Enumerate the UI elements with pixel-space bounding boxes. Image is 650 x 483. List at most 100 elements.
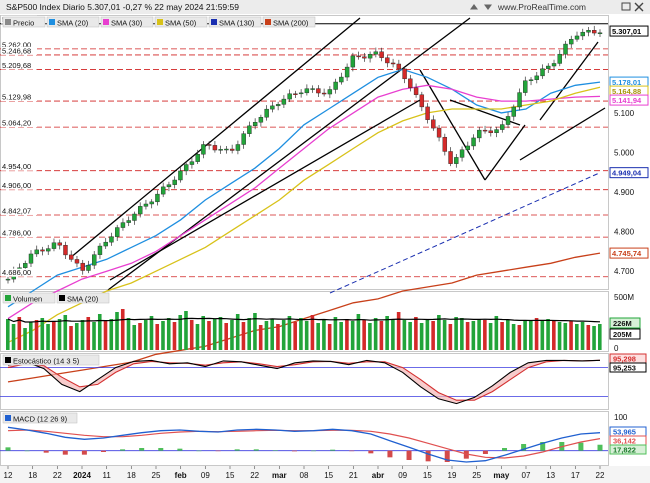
candle-body xyxy=(166,184,172,188)
volume-bar xyxy=(431,321,435,350)
volume-bar xyxy=(230,320,234,350)
candle-body xyxy=(442,136,448,152)
candle-body xyxy=(413,87,419,95)
volume-bar xyxy=(149,316,154,350)
candle xyxy=(166,181,172,192)
legend-label: Precio xyxy=(13,19,34,28)
moving-averages xyxy=(7,68,601,383)
volume-bar xyxy=(155,324,160,350)
candle-body xyxy=(34,249,39,255)
volume-bar xyxy=(534,318,539,350)
candle xyxy=(160,182,166,198)
volume-bar xyxy=(552,320,556,350)
candle xyxy=(34,245,39,257)
time-tick-label: 15 xyxy=(324,471,333,480)
time-tick-label: 25 xyxy=(152,471,161,480)
candle xyxy=(229,144,235,154)
volume-bar xyxy=(258,325,263,350)
candle-body xyxy=(477,129,482,139)
candle-body xyxy=(281,98,287,105)
volume-bar xyxy=(437,315,441,350)
candle-body xyxy=(408,78,413,88)
candle xyxy=(546,63,551,73)
candle xyxy=(5,276,11,284)
candle-body xyxy=(189,161,195,165)
candle-body xyxy=(356,55,361,58)
candle-body xyxy=(350,55,356,68)
candle xyxy=(183,161,189,176)
candle-body xyxy=(63,245,68,256)
volume-bar xyxy=(483,320,487,350)
candle-body xyxy=(517,92,522,108)
candle-body xyxy=(339,76,344,83)
price-tick-label: 4.800 xyxy=(614,228,635,237)
candle xyxy=(275,101,281,111)
trendline xyxy=(519,107,606,161)
candle xyxy=(339,72,344,85)
candle-body xyxy=(247,125,252,134)
macd-line xyxy=(7,426,601,463)
close-icon[interactable] xyxy=(634,2,644,12)
candle xyxy=(592,25,597,36)
candle xyxy=(298,89,304,98)
volume-bar xyxy=(207,321,211,350)
candle xyxy=(86,260,91,274)
candle xyxy=(465,141,471,153)
volume-bars: 500M 0 226M 205M Volumen SMA (20) xyxy=(2,292,641,353)
candle-body xyxy=(471,137,476,147)
candle xyxy=(258,114,264,127)
candle-body xyxy=(362,56,367,59)
candle-body xyxy=(321,92,327,95)
candle xyxy=(224,146,229,154)
candle xyxy=(459,146,465,162)
time-tick-label: 09 xyxy=(201,471,210,480)
candle xyxy=(270,101,275,113)
volume-bar xyxy=(419,323,424,350)
macd-hist-bar xyxy=(24,450,30,452)
brand-label[interactable]: www.ProRealTime.com xyxy=(497,2,586,12)
time-tick-label: 09 xyxy=(398,471,407,480)
time-tick-label: 22 xyxy=(250,471,259,480)
candle xyxy=(379,47,384,62)
volume-bar xyxy=(598,324,602,350)
value-tag xyxy=(609,247,649,259)
candle xyxy=(408,74,413,92)
candle-body xyxy=(528,79,534,81)
arrow-down-icon[interactable] xyxy=(484,4,492,11)
time-tick-label: 17 xyxy=(571,471,580,480)
level-label-bg xyxy=(1,93,37,102)
candle xyxy=(563,40,568,59)
candle-body xyxy=(494,129,499,134)
candle-body xyxy=(597,32,603,35)
legend-swatch xyxy=(157,19,163,25)
candle xyxy=(51,238,57,252)
legend-item xyxy=(56,292,110,304)
legend-label: SMA (30) xyxy=(111,19,143,28)
maximize-icon[interactable] xyxy=(621,2,631,11)
candle-body xyxy=(546,65,551,69)
legend-swatch xyxy=(265,19,271,25)
legend-item xyxy=(46,16,100,28)
candle-body xyxy=(425,106,430,120)
candle xyxy=(310,85,315,93)
volume-bar xyxy=(569,321,573,350)
volume-bar xyxy=(425,319,430,350)
arrow-up-icon[interactable] xyxy=(470,4,478,10)
macd-hist-bar xyxy=(482,450,488,454)
volume-bar xyxy=(287,316,292,350)
volume-bar xyxy=(540,321,545,350)
candle xyxy=(356,51,361,60)
value-tag-label: 5.141,94 xyxy=(612,96,642,105)
volume-bar xyxy=(414,317,418,350)
volume-bar xyxy=(235,314,240,350)
volume-bar xyxy=(92,322,96,350)
candle xyxy=(477,127,482,143)
volume-bar xyxy=(276,324,280,350)
candle xyxy=(523,76,528,96)
legend-item xyxy=(262,16,316,28)
price-panel xyxy=(0,15,609,290)
macd-hist-bar xyxy=(406,450,412,460)
legend-label: SMA (20) xyxy=(57,19,89,28)
candle-body xyxy=(557,53,562,64)
volume-bar xyxy=(115,312,119,350)
